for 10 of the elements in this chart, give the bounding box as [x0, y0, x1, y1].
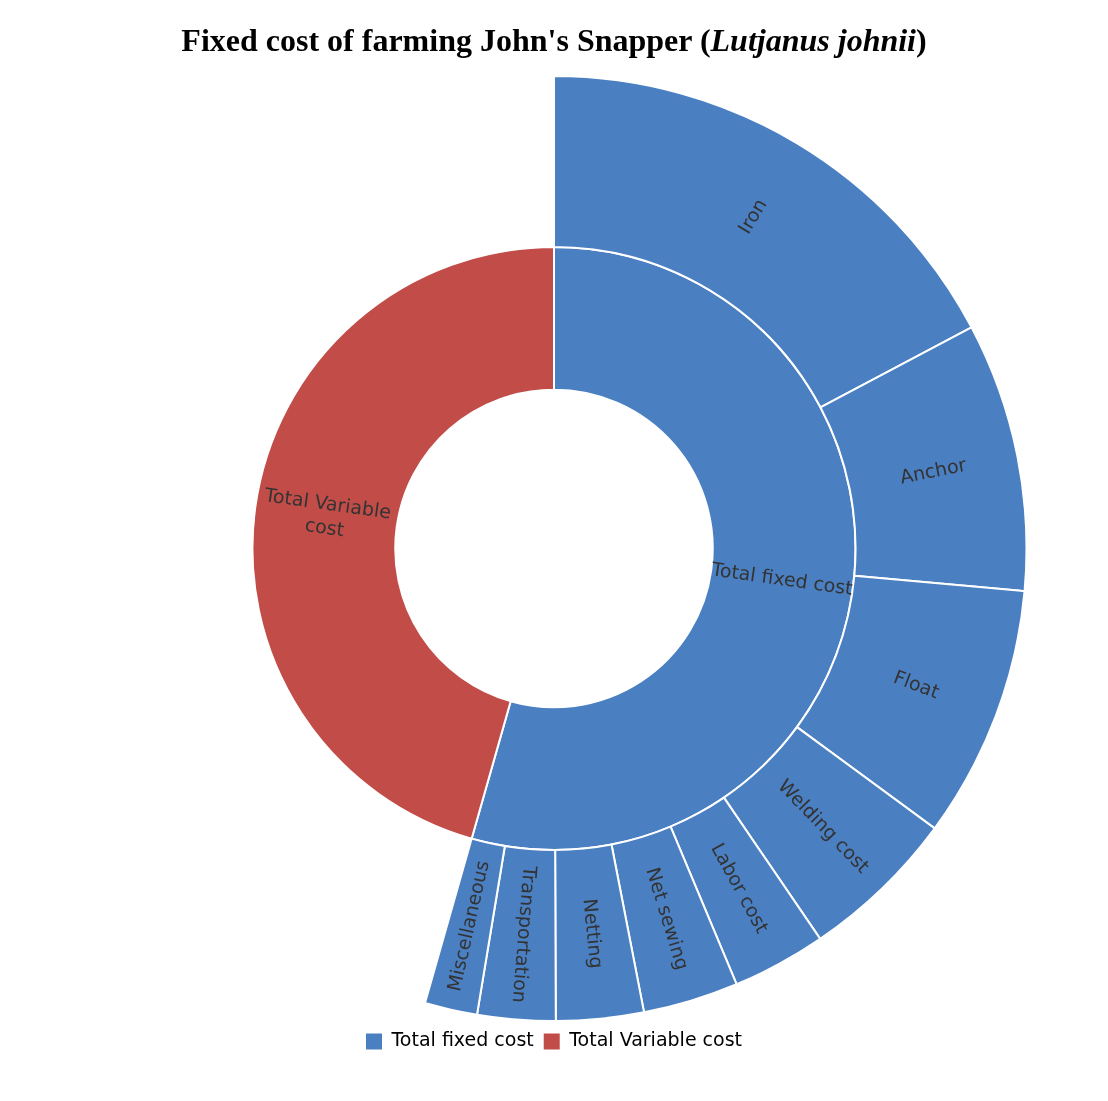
slice-label: Net sewing: [642, 864, 695, 973]
chart-title: Fixed cost of farming John's Snapper (Lutjanus johnii): [180, 22, 928, 59]
slice-label: Netting: [579, 897, 609, 970]
category-label: Total Variable cost: [263, 483, 393, 541]
legend-label: Total Variable cost: [568, 1028, 743, 1051]
legend-label: Total fixed cost: [390, 1028, 534, 1051]
slice-label: Transportation: [508, 864, 542, 1004]
slice-label: Anchor: [898, 452, 969, 488]
category-label: Total fixed cost: [710, 557, 855, 599]
slice-label: Float: [890, 665, 943, 703]
